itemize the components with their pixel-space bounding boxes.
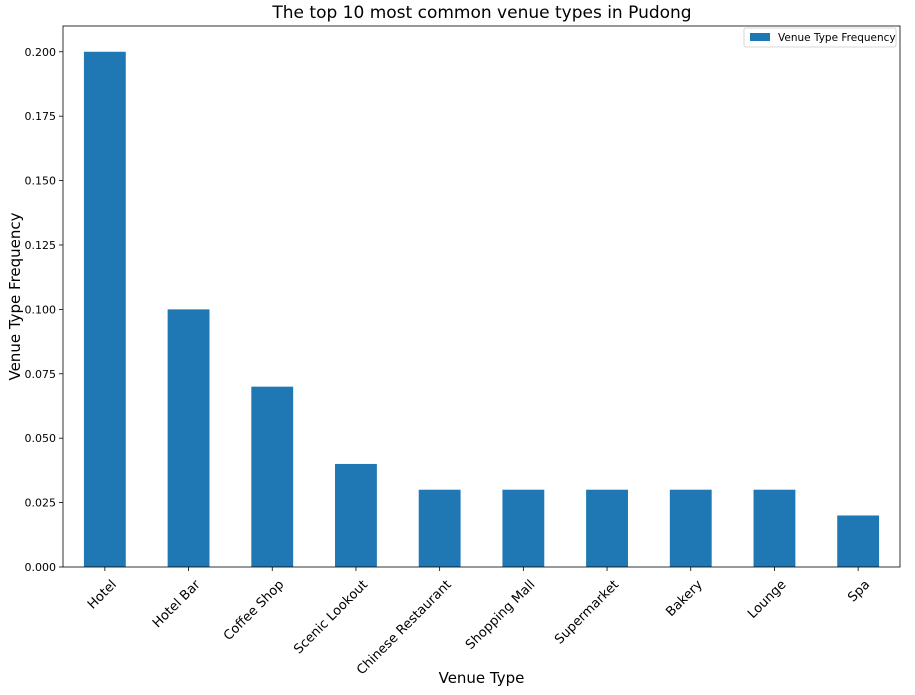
bar-hotel [83, 51, 126, 567]
x-tick-label: Chinese Restaurant [354, 577, 455, 678]
x-tick-label: Bakery [663, 577, 706, 620]
x-tick-label: Supermarket [552, 577, 622, 647]
bar-scenic-lookout [335, 463, 377, 567]
y-tick-label: 0.000 [25, 561, 57, 574]
x-tick-label: Spa [845, 577, 873, 605]
y-tick-label: 0.200 [25, 46, 57, 59]
x-axis: Hotel Hotel Bar Coffee Shop Scenic LookoutC… [85, 567, 873, 678]
bar-coffee-shop [251, 386, 294, 567]
bar-supermarket [586, 489, 628, 567]
y-axis-title: Venue Type Frequency [6, 212, 24, 380]
y-tick-label: 0.025 [25, 497, 57, 510]
chart-title: The top 10 most common venue types in Pu… [271, 3, 691, 23]
legend-swatch [750, 33, 770, 41]
bar-chinese-restaurant [418, 489, 461, 567]
y-tick-label: 0.075 [25, 368, 57, 381]
y-tick-label: 0.125 [25, 239, 57, 252]
x-tick-label: Scenic Lookout [291, 577, 371, 657]
x-tick-label: Coffee Shop [221, 577, 287, 643]
plot-area [83, 51, 880, 567]
x-tick-label: Hotel Bar [150, 577, 204, 631]
axes-frame [62, 25, 901, 568]
y-tick-label: 0.050 [25, 432, 57, 445]
y-tick-label: 0.150 [25, 175, 57, 188]
legend-frame [743, 27, 897, 48]
bar-bakery [669, 489, 712, 567]
x-tick-label: Lounge [745, 577, 789, 621]
legend-label: Venue Type Frequency [778, 32, 896, 44]
bar-lounge [753, 489, 796, 567]
x-axis-title: Venue Type [439, 669, 525, 687]
y-axis: 0.000 0.025 0.050 0.075 0.100 0.125 0.150 0.175… [25, 46, 63, 574]
bar-hotel-bar [167, 309, 210, 567]
legend: Venue Type Frequency [743, 27, 897, 48]
x-tick-label: Hotel [85, 577, 120, 612]
y-tick-label: 0.100 [25, 303, 57, 316]
bar-shopping-mall [502, 489, 545, 567]
y-tick-label: 0.175 [25, 110, 57, 123]
x-tick-label: Shopping Mall [463, 577, 538, 652]
bar-spa [837, 515, 880, 567]
